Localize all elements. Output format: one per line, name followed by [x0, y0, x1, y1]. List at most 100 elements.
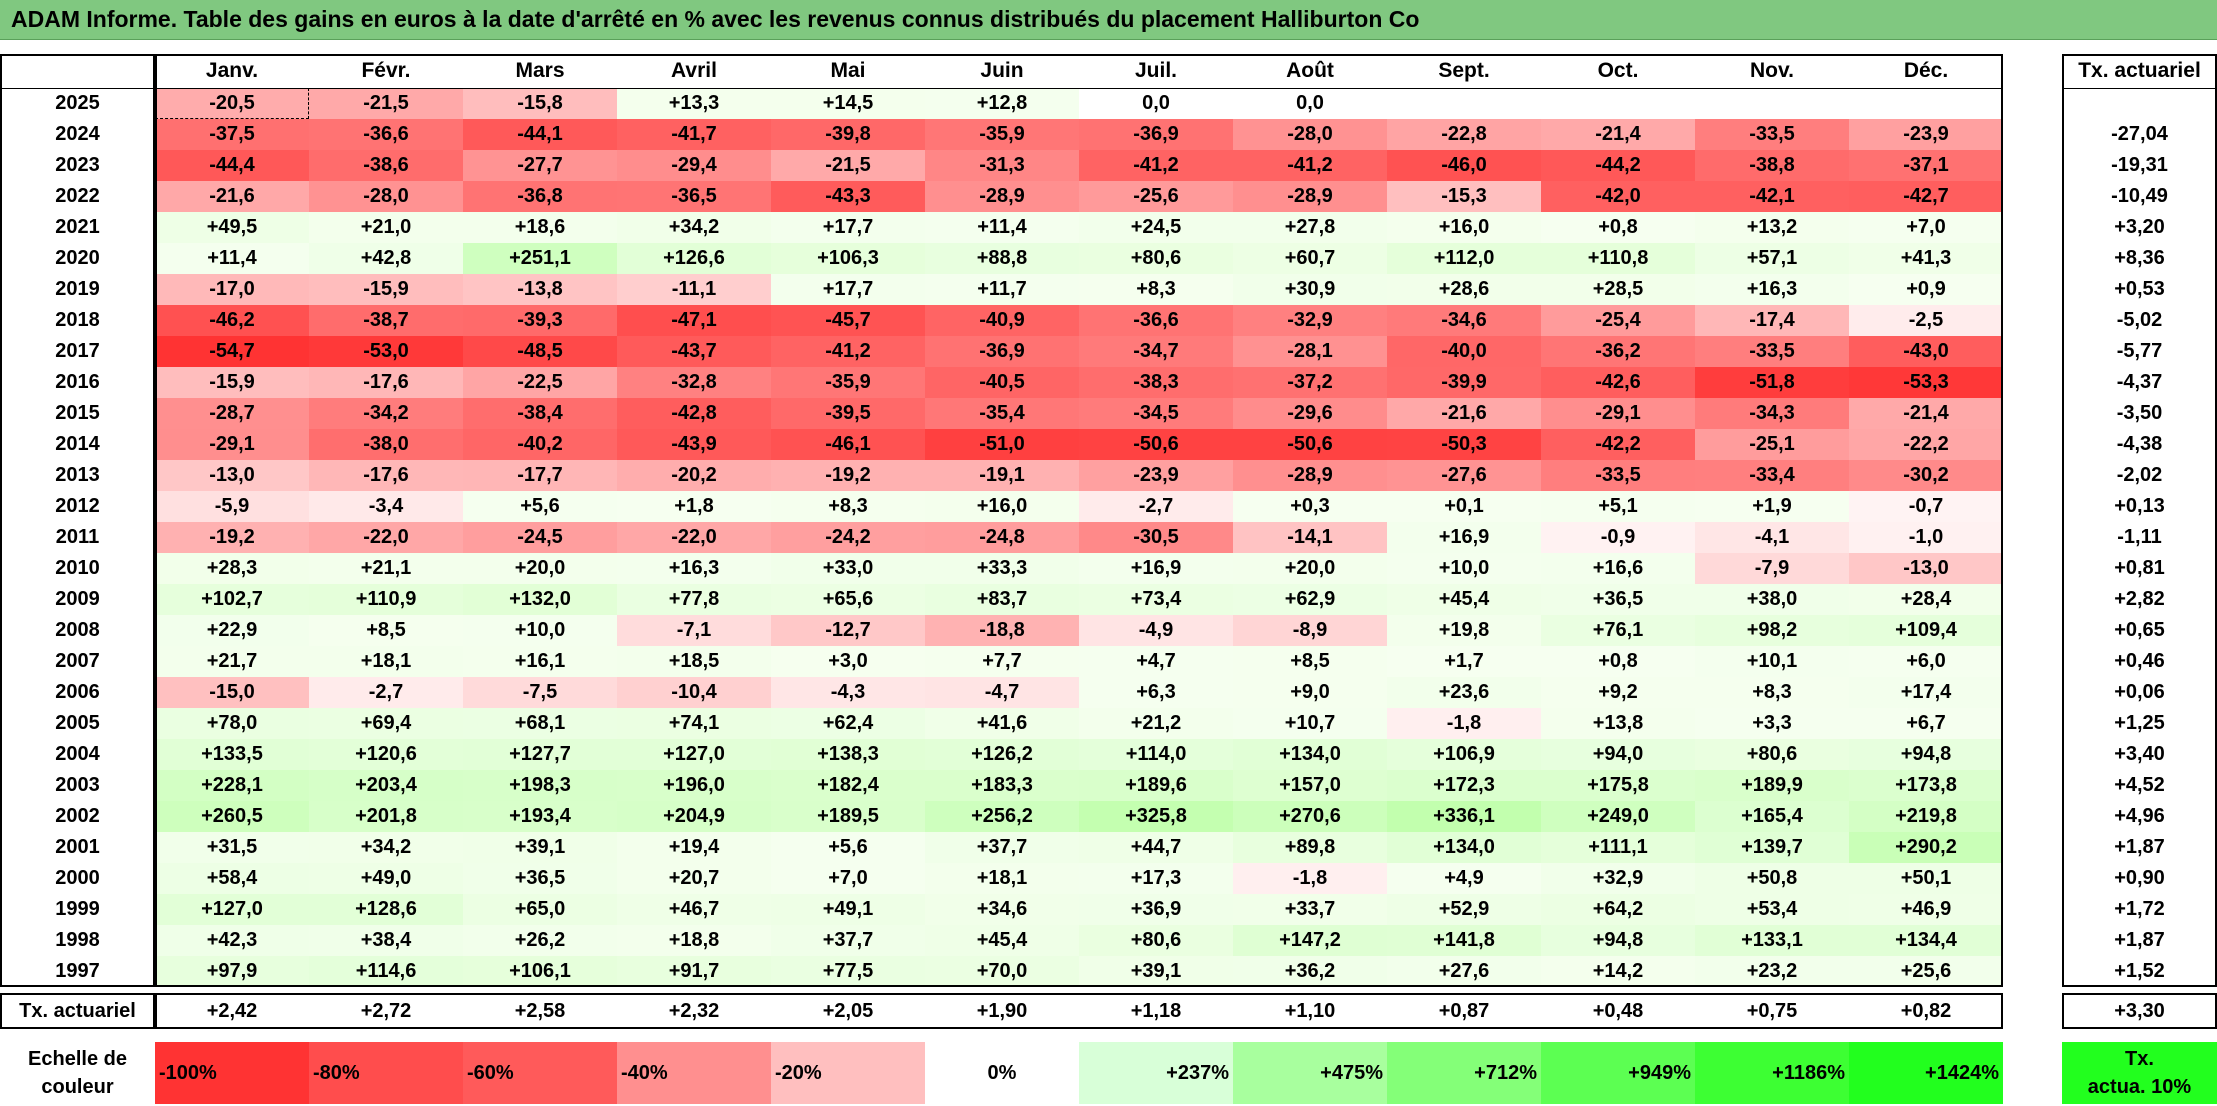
table-cell[interactable]: -17,6 — [309, 460, 463, 491]
table-cell[interactable]: -4,9 — [1079, 615, 1233, 646]
summary-cell[interactable]: +1,18 — [1079, 993, 1233, 1029]
table-cell[interactable]: +6,7 — [1849, 708, 2003, 739]
table-cell[interactable]: -21,4 — [1849, 398, 2003, 429]
table-cell[interactable]: -41,2 — [1079, 150, 1233, 181]
table-cell[interactable]: +336,1 — [1387, 801, 1541, 832]
summary-cell[interactable]: +0,82 — [1849, 993, 2003, 1029]
table-cell[interactable]: -28,9 — [925, 181, 1079, 212]
table-cell[interactable]: -1,8 — [1233, 863, 1387, 894]
annual-cell[interactable]: -10,49 — [2062, 181, 2217, 212]
table-cell[interactable]: +49,5 — [155, 212, 309, 243]
table-cell[interactable]: -7,1 — [617, 615, 771, 646]
table-cell[interactable]: -28,7 — [155, 398, 309, 429]
table-cell[interactable]: +11,4 — [155, 243, 309, 274]
table-cell[interactable]: +91,7 — [617, 956, 771, 987]
table-cell[interactable]: +33,7 — [1233, 894, 1387, 925]
table-cell[interactable]: -43,7 — [617, 336, 771, 367]
table-cell[interactable]: -47,1 — [617, 305, 771, 336]
table-cell[interactable]: -17,7 — [463, 460, 617, 491]
table-cell[interactable]: -40,9 — [925, 305, 1079, 336]
summary-cell[interactable]: +2,05 — [771, 993, 925, 1029]
summary-cell[interactable]: +1,90 — [925, 993, 1079, 1029]
table-cell[interactable]: +45,4 — [925, 925, 1079, 956]
table-cell[interactable]: -43,9 — [617, 429, 771, 460]
table-cell[interactable]: +28,3 — [155, 553, 309, 584]
table-cell[interactable]: -15,0 — [155, 677, 309, 708]
table-cell[interactable]: +36,5 — [1541, 584, 1695, 615]
summary-cell[interactable]: +1,10 — [1233, 993, 1387, 1029]
table-cell[interactable]: +0,9 — [1849, 274, 2003, 305]
table-cell[interactable]: +53,4 — [1695, 894, 1849, 925]
table-cell[interactable]: +175,8 — [1541, 770, 1695, 801]
annual-cell[interactable]: +1,52 — [2062, 956, 2217, 987]
table-cell[interactable]: -34,6 — [1387, 305, 1541, 336]
table-cell[interactable]: -42,0 — [1541, 181, 1695, 212]
table-cell[interactable]: +6,0 — [1849, 646, 2003, 677]
table-cell[interactable]: +114,0 — [1079, 739, 1233, 770]
table-cell[interactable]: +189,6 — [1079, 770, 1233, 801]
table-cell[interactable]: +11,4 — [925, 212, 1079, 243]
table-cell[interactable]: +69,4 — [309, 708, 463, 739]
table-cell[interactable]: +73,4 — [1079, 584, 1233, 615]
table-cell[interactable]: -39,8 — [771, 119, 925, 150]
table-cell[interactable]: +83,7 — [925, 584, 1079, 615]
table-cell[interactable]: +133,1 — [1695, 925, 1849, 956]
table-cell[interactable]: +14,5 — [771, 88, 925, 119]
table-cell[interactable]: -15,9 — [155, 367, 309, 398]
table-cell[interactable]: +20,0 — [463, 553, 617, 584]
table-cell[interactable]: +21,1 — [309, 553, 463, 584]
table-cell[interactable]: -38,6 — [309, 150, 463, 181]
table-cell[interactable]: +260,5 — [155, 801, 309, 832]
table-cell[interactable]: +16,0 — [925, 491, 1079, 522]
table-cell[interactable]: -1,0 — [1849, 522, 2003, 553]
table-cell[interactable]: -30,5 — [1079, 522, 1233, 553]
table-cell[interactable]: -41,2 — [1233, 150, 1387, 181]
table-cell[interactable]: +68,1 — [463, 708, 617, 739]
table-cell[interactable]: +106,3 — [771, 243, 925, 274]
table-cell[interactable]: -29,6 — [1233, 398, 1387, 429]
table-cell[interactable]: -37,1 — [1849, 150, 2003, 181]
table-cell[interactable]: +45,4 — [1387, 584, 1541, 615]
table-cell[interactable]: -46,1 — [771, 429, 925, 460]
table-cell[interactable]: +147,2 — [1233, 925, 1387, 956]
table-cell[interactable]: -39,9 — [1387, 367, 1541, 398]
table-cell[interactable]: -33,4 — [1695, 460, 1849, 491]
table-cell[interactable]: -31,3 — [925, 150, 1079, 181]
table-cell[interactable]: +13,8 — [1541, 708, 1695, 739]
table-cell[interactable]: -11,1 — [617, 274, 771, 305]
annual-cell[interactable]: -4,38 — [2062, 429, 2217, 460]
table-cell[interactable]: +7,7 — [925, 646, 1079, 677]
table-cell[interactable]: +1,9 — [1695, 491, 1849, 522]
table-cell[interactable]: +173,8 — [1849, 770, 2003, 801]
table-cell[interactable]: +39,1 — [463, 832, 617, 863]
table-cell[interactable]: +42,3 — [155, 925, 309, 956]
table-cell[interactable]: -34,3 — [1695, 398, 1849, 429]
table-cell[interactable]: -38,7 — [309, 305, 463, 336]
table-cell[interactable]: -36,9 — [925, 336, 1079, 367]
table-cell[interactable]: -40,5 — [925, 367, 1079, 398]
table-cell[interactable]: +16,6 — [1541, 553, 1695, 584]
table-cell[interactable]: +64,2 — [1541, 894, 1695, 925]
table-cell[interactable]: +17,7 — [771, 274, 925, 305]
annual-cell[interactable]: +1,87 — [2062, 832, 2217, 863]
table-cell[interactable]: +34,6 — [925, 894, 1079, 925]
table-cell[interactable]: 0,0 — [1233, 88, 1387, 119]
table-cell[interactable]: +7,0 — [1849, 212, 2003, 243]
table-cell[interactable]: +17,4 — [1849, 677, 2003, 708]
table-cell[interactable]: +38,0 — [1695, 584, 1849, 615]
table-cell[interactable]: +9,2 — [1541, 677, 1695, 708]
table-cell[interactable]: +20,7 — [617, 863, 771, 894]
table-cell[interactable]: -20,2 — [617, 460, 771, 491]
table-cell[interactable]: +32,9 — [1541, 863, 1695, 894]
table-cell[interactable] — [1541, 88, 1695, 119]
table-cell[interactable]: -27,6 — [1387, 460, 1541, 491]
table-cell[interactable]: +49,1 — [771, 894, 925, 925]
table-cell[interactable]: +33,0 — [771, 553, 925, 584]
annual-cell[interactable]: +1,25 — [2062, 708, 2217, 739]
table-cell[interactable]: -30,2 — [1849, 460, 2003, 491]
table-cell[interactable]: +80,6 — [1079, 925, 1233, 956]
table-cell[interactable]: +16,3 — [617, 553, 771, 584]
table-cell[interactable]: -5,9 — [155, 491, 309, 522]
annual-cell[interactable]: +0,13 — [2062, 491, 2217, 522]
annual-cell[interactable]: -27,04 — [2062, 119, 2217, 150]
